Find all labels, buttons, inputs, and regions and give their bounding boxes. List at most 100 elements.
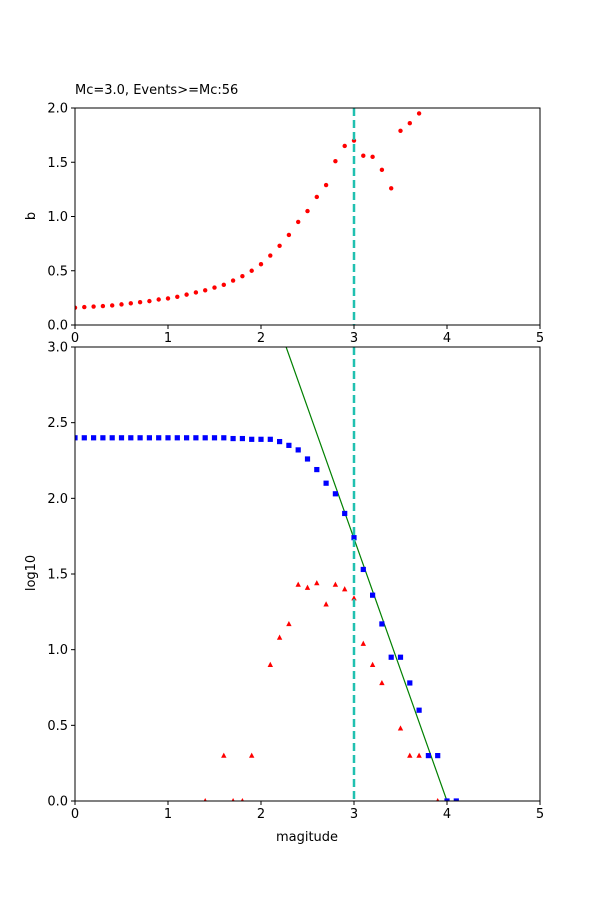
data-point: [249, 436, 255, 442]
data-point: [184, 292, 189, 297]
data-point: [351, 535, 357, 541]
data-point: [75, 305, 78, 310]
data-point: [379, 621, 385, 627]
y-tick-label: 2.0: [47, 102, 68, 117]
plot-frame: [74, 346, 541, 802]
data-point: [156, 435, 162, 441]
data-point: [268, 253, 273, 258]
data-point: [453, 798, 459, 801]
data-point: [249, 268, 254, 273]
data-point: [388, 654, 394, 660]
plot-area: 0 1 2 3 4 5 0.0 0.5 1.0 1.5 2.0 2.5 3.0: [47, 341, 544, 823]
data-point: [342, 510, 348, 517]
data-point: [323, 601, 329, 607]
data-point: [286, 442, 292, 448]
panel-title: Mc=3.0, Events>=Mc:56: [75, 83, 238, 98]
data-point: [407, 752, 413, 758]
data-point: [100, 303, 106, 309]
y-tick-label: 2.5: [47, 416, 68, 431]
data-point: [165, 296, 171, 301]
y-tick-label: 1.0: [47, 210, 68, 225]
data-point: [193, 290, 199, 295]
data-point: [379, 167, 385, 173]
data-point: [128, 301, 133, 306]
data-point: [156, 297, 161, 302]
data-point: [128, 435, 134, 441]
data-point: [203, 288, 208, 293]
marks-layer: [75, 111, 422, 310]
data-point: [332, 581, 339, 587]
data-point: [240, 273, 245, 279]
data-point: [118, 435, 125, 441]
x-tick-label: 4: [443, 807, 451, 822]
y-tick-label: 0.5: [47, 719, 68, 734]
data-point: [165, 435, 171, 441]
data-point: [211, 435, 218, 441]
data-point: [351, 595, 357, 601]
data-point: [230, 435, 236, 442]
x-tick-label: 1: [164, 331, 172, 346]
x-tick-label: 4: [443, 331, 451, 346]
data-point: [407, 680, 413, 686]
data-point: [276, 634, 283, 640]
y-tick-label: 3.0: [47, 341, 68, 356]
data-point: [221, 435, 227, 441]
data-point: [397, 654, 404, 660]
data-point: [249, 752, 255, 758]
data-point: [109, 435, 115, 441]
y-tick-label: 1.5: [47, 156, 68, 171]
x-tick-label: 5: [536, 807, 544, 822]
data-point: [212, 285, 217, 290]
data-point: [379, 679, 385, 686]
data-point: [258, 436, 264, 442]
data-point: [100, 435, 106, 441]
data-point: [314, 466, 320, 473]
y-tick-label: 0.0: [47, 795, 68, 810]
data-point: [304, 584, 311, 590]
data-point: [369, 661, 376, 667]
x-tick-label: 2: [257, 807, 265, 822]
data-point: [175, 294, 180, 299]
y-tick-label: 0.5: [47, 264, 68, 279]
data-point: [342, 586, 348, 592]
data-point: [82, 304, 87, 310]
x-tick-label: 2: [257, 331, 265, 346]
data-point: [240, 798, 244, 801]
data-point: [258, 262, 264, 267]
data-point: [119, 302, 124, 307]
data-point: [425, 753, 431, 759]
data-point: [239, 435, 245, 442]
data-point: [146, 435, 152, 441]
data-point: [137, 435, 143, 441]
data-point: [137, 300, 143, 305]
plot-area: 0 1 2 3 4 5 0.0 0.5 1.0 1.5 2.0: [47, 102, 544, 347]
data-point: [314, 194, 319, 200]
x-tick-label: 0: [71, 331, 79, 346]
data-point: [174, 435, 180, 441]
data-point: [333, 158, 338, 164]
fit-line: [285, 347, 448, 801]
data-point: [267, 661, 273, 667]
x-axis-label: magitude: [276, 830, 338, 845]
data-point: [416, 707, 422, 713]
x-tick-label: 3: [350, 331, 358, 346]
data-point: [407, 120, 412, 126]
data-point: [397, 725, 404, 731]
data-point: [370, 154, 375, 160]
x-tick-label: 5: [536, 331, 544, 346]
data-point: [389, 186, 394, 191]
data-point: [75, 435, 78, 441]
data-point: [184, 435, 190, 441]
y-tick-label: 2.0: [47, 492, 68, 507]
data-point: [342, 143, 347, 149]
data-point: [295, 447, 301, 453]
data-point: [444, 798, 450, 801]
data-point: [277, 438, 283, 445]
y-axis-label: log10: [24, 555, 39, 591]
data-point: [81, 435, 87, 441]
x-tick-label: 1: [164, 807, 172, 822]
data-point: [323, 480, 329, 486]
data-point: [91, 435, 97, 441]
y-tick-label: 1.5: [47, 568, 68, 583]
